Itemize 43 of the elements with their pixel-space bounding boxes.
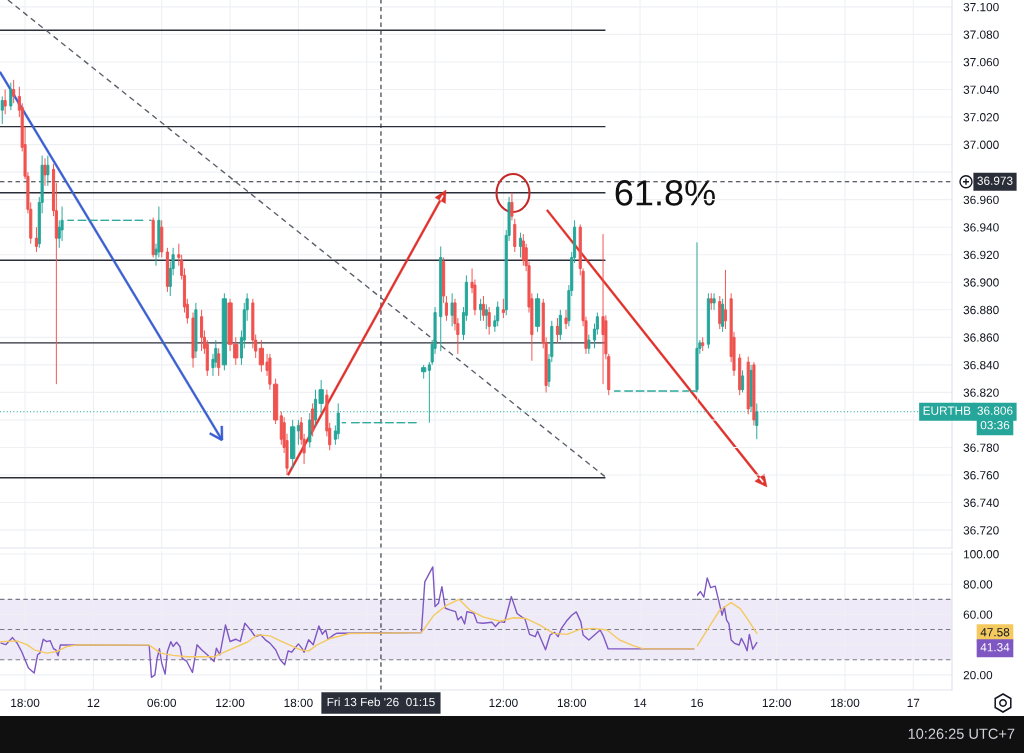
y-tick-label: 36.820: [963, 388, 999, 397]
y-tick-label: 36.920: [963, 250, 999, 260]
x-tick-label: 14: [634, 698, 647, 707]
x-tick-label: 16: [691, 698, 704, 707]
x-tick-label: 12:00: [762, 698, 791, 707]
y-tick-label: 36.840: [963, 360, 999, 370]
y-tick-label: 37.100: [963, 2, 999, 12]
ref-line-label: 36.806: [977, 406, 1013, 415]
x-tick-label: 12: [87, 698, 100, 707]
x-tick-label: 18:00: [284, 698, 313, 707]
x-tick-label: 17: [907, 698, 920, 707]
y-tick-label: 36.780: [963, 443, 999, 452]
y-tick-label: 36.860: [963, 333, 999, 342]
x-tick-label: 12:00: [489, 698, 518, 707]
y-tick-label: 37.020: [963, 113, 999, 122]
y-tick-label: 37.060: [963, 57, 999, 67]
x-tick-label: 12:00: [216, 698, 245, 707]
y-tick-label: 60.00: [963, 610, 993, 619]
annotation: EURTHB: [923, 406, 971, 415]
x-tick-label: 18:00: [557, 698, 587, 707]
y-tick-label: 20.00: [963, 670, 993, 680]
y-tick-label: 36.740: [963, 498, 999, 507]
y-tick-label: 37.080: [963, 30, 999, 39]
y-tick-label: 100.00: [964, 550, 999, 559]
text: 10:26:25 UTC+7: [908, 728, 1015, 739]
y-tick-label: 36.880: [963, 305, 999, 315]
y-tick-label: 80.00: [963, 580, 993, 589]
text: 03:36: [980, 421, 1010, 430]
text: 41.34: [980, 643, 1010, 652]
y-tick-label: 36.760: [963, 471, 999, 480]
x-tick-label: 18:00: [11, 698, 40, 707]
text: 47.58: [980, 628, 1010, 637]
annotation: 61.8%: [615, 180, 715, 206]
ref-line-label: 36.973: [977, 176, 1013, 185]
y-tick-label: 37.000: [963, 140, 999, 149]
x-tick-label: 18:00: [831, 698, 860, 707]
y-tick-label: 36.900: [963, 278, 999, 287]
y-tick-label: 36.720: [963, 526, 999, 535]
x-tick-label: 06:00: [147, 698, 177, 707]
y-tick-label: 36.940: [963, 223, 999, 232]
y-tick-label: 36.960: [963, 195, 999, 205]
ref-line-label: Fri 13 Feb '26 01:15: [327, 697, 435, 707]
y-tick-label: 37.040: [963, 85, 999, 94]
